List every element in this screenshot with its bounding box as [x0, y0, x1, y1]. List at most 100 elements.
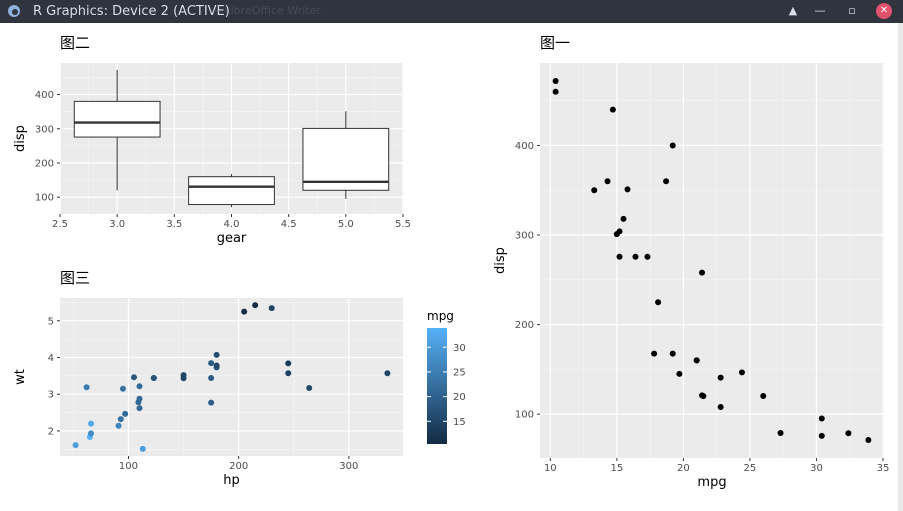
x-tick-label: 4.5 — [281, 219, 297, 230]
data-point — [717, 374, 724, 381]
data-point — [285, 370, 292, 377]
data-point — [699, 269, 706, 276]
x-tick-label: 25 — [744, 463, 757, 474]
x-tick-label: 300 — [339, 461, 358, 472]
chart-title: 图二 — [60, 34, 90, 52]
data-point — [241, 308, 248, 315]
y-tick-label: 400 — [35, 90, 54, 101]
data-point — [208, 360, 215, 367]
data-point — [180, 375, 187, 382]
data-point — [115, 422, 122, 429]
data-point — [119, 385, 126, 392]
data-point — [620, 215, 627, 222]
x-tick-label: 100 — [119, 461, 138, 472]
data-point — [208, 399, 215, 406]
data-point — [384, 370, 391, 377]
data-point — [136, 405, 143, 412]
x-axis-label: gear — [217, 231, 247, 246]
data-point — [609, 106, 616, 113]
data-point — [669, 350, 676, 357]
data-point — [83, 384, 90, 391]
y-tick-label: 3 — [48, 390, 54, 401]
data-point — [552, 77, 559, 84]
data-point — [616, 253, 623, 260]
plot-panel — [540, 63, 884, 458]
x-axis-label: mpg — [697, 475, 726, 490]
x-tick-label: 5.5 — [395, 219, 411, 230]
y-axis-label: disp — [493, 247, 508, 274]
graphics-canvas: 图二 2.5 3.0 3.5 4.0 4.5 5.0 5.5 100 200 300 400 gear d… — [13, 34, 889, 490]
data-point — [285, 360, 292, 367]
x-tick-label: 2.5 — [52, 219, 68, 230]
x-tick-label: 3.0 — [109, 219, 125, 230]
data-point — [213, 362, 220, 369]
data-point — [72, 442, 79, 449]
data-point — [604, 178, 611, 185]
y-tick-label: 100 — [515, 410, 534, 421]
data-point — [122, 410, 129, 417]
x-tick-label: 10 — [544, 463, 557, 474]
data-point — [865, 437, 872, 444]
data-point — [88, 430, 95, 437]
y-tick-label: 2 — [48, 426, 54, 437]
data-point — [738, 369, 745, 376]
x-tick-label: 35 — [877, 463, 890, 474]
data-point — [213, 351, 220, 358]
y-tick-label: 4 — [48, 353, 54, 364]
legend-colorbar — [427, 328, 447, 444]
data-point — [268, 305, 275, 312]
y-tick-label: 100 — [35, 193, 54, 204]
data-point — [591, 187, 598, 194]
chart-fig2: 图二 2.5 3.0 3.5 4.0 4.5 5.0 5.5 100 200 300 400 gear d… — [13, 34, 411, 246]
data-point — [130, 374, 137, 381]
box-body — [302, 127, 390, 191]
data-point — [818, 415, 825, 422]
y-tick-label: 200 — [515, 320, 534, 331]
data-point — [663, 178, 670, 185]
data-point — [818, 432, 825, 439]
y-tick-label: 200 — [35, 158, 54, 169]
eject-icon[interactable]: ▲ — [788, 4, 798, 17]
legend-tick-label: 30 — [453, 343, 466, 354]
color-legend: mpg 15 20 25 30 — [427, 309, 466, 444]
data-point — [760, 392, 767, 399]
data-point — [676, 370, 683, 377]
y-tick-label: 300 — [515, 231, 534, 242]
scrollbar[interactable] — [898, 23, 903, 511]
data-point — [845, 430, 852, 437]
x-tick-label: 3.5 — [166, 219, 182, 230]
chart-fig1: 图一 10 15 20 25 30 35 100 200 300 400 mpg disp — [493, 34, 889, 490]
x-tick-label: 20 — [677, 463, 690, 474]
background-window-title: — LibreOffice Writer — [210, 4, 321, 17]
x-tick-label: 5.0 — [338, 219, 354, 230]
legend-tick-label: 20 — [453, 392, 466, 403]
y-axis-label: disp — [13, 125, 28, 152]
y-tick-label: 5 — [48, 316, 54, 327]
y-tick-label: 300 — [35, 124, 54, 135]
window-title: R Graphics: Device 2 (ACTIVE) — [33, 4, 230, 19]
data-point — [306, 384, 313, 391]
chart-title: 图三 — [60, 269, 90, 287]
data-point — [208, 375, 215, 382]
box-body — [73, 100, 161, 138]
chart-fig3: 图三 100 200 300 2 3 4 5 hp wt mpg 15 20 25 30 — [13, 269, 466, 488]
close-button[interactable]: ✕ — [876, 3, 892, 19]
data-point — [669, 142, 676, 149]
x-tick-label: 4.0 — [224, 219, 240, 230]
plot-panel — [60, 298, 403, 456]
data-point — [777, 429, 784, 436]
minimize-button[interactable]: — — [814, 4, 826, 17]
chart-title: 图一 — [540, 34, 570, 52]
data-point — [613, 231, 620, 238]
data-point — [552, 88, 559, 95]
x-tick-label: 30 — [810, 463, 823, 474]
data-point — [651, 350, 658, 357]
data-point — [699, 392, 706, 399]
data-point — [655, 299, 662, 306]
data-point — [139, 445, 146, 452]
maximize-button[interactable]: ▫ — [848, 4, 856, 17]
box-body — [188, 176, 275, 206]
r-app-icon — [8, 5, 20, 17]
x-axis-label: hp — [223, 473, 240, 488]
legend-tick-label: 25 — [453, 367, 466, 378]
